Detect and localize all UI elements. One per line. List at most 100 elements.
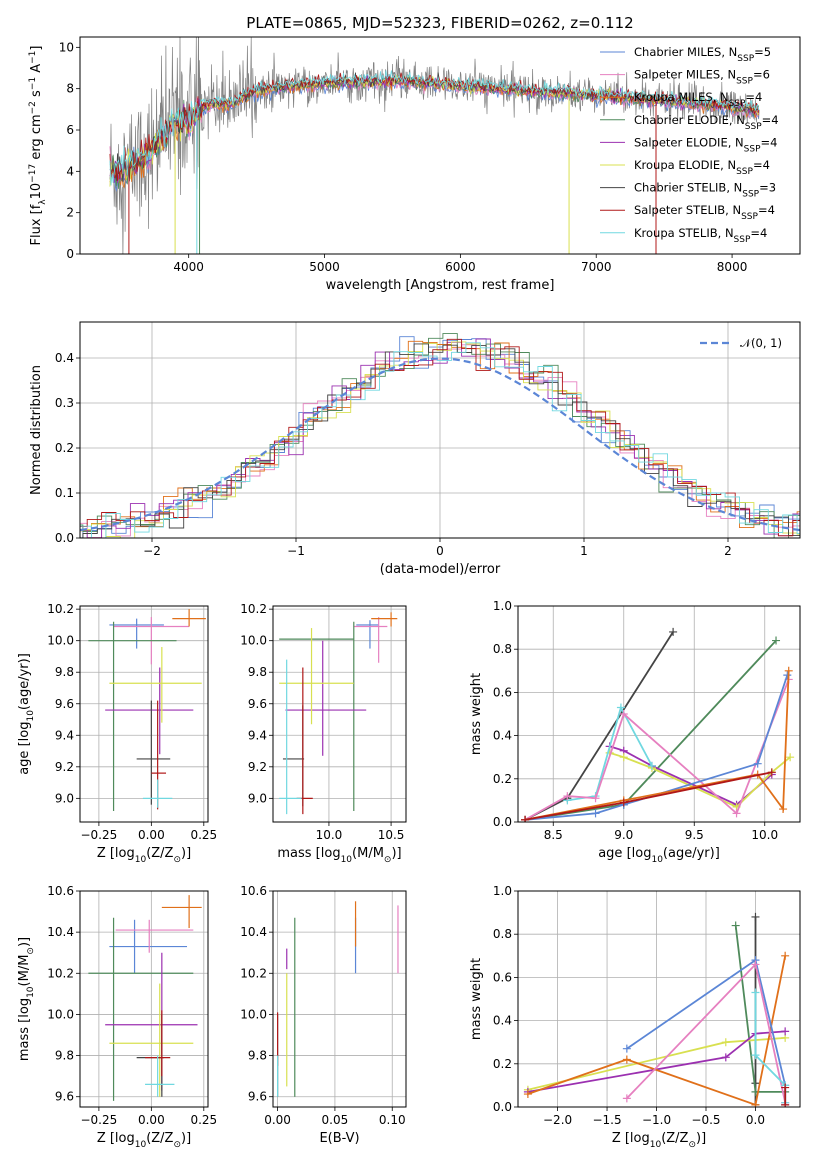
y-tick-label: 0.8 — [493, 927, 512, 941]
legend-entry: Kroupa ELODIE, NSSP=4 — [634, 158, 770, 177]
legend-entry: Kroupa MILES, NSSP=4 — [634, 90, 762, 109]
errorbars — [276, 901, 399, 1097]
weight-line — [524, 679, 790, 821]
x-tick-label: 4000 — [173, 260, 204, 274]
weight-point — [622, 1094, 631, 1103]
x-tick-label: −1.0 — [642, 1113, 671, 1127]
x-tick-label: 1 — [580, 544, 588, 558]
weight-point — [751, 912, 760, 921]
weight-point — [772, 636, 781, 645]
weight-line — [567, 705, 653, 802]
x-tick-label: 6000 — [445, 260, 476, 274]
x-tick-label: 0 — [436, 544, 444, 558]
x-tick-label: 5000 — [309, 260, 340, 274]
x-tick-label: 2 — [724, 544, 732, 558]
weight-point — [619, 798, 628, 807]
x-tick-label: 0.00 — [138, 828, 165, 842]
y-axis-label: Flux [fλ10−17 erg cm−2 s−1 A−1] — [28, 46, 48, 246]
y-tick-label: 9.6 — [248, 697, 267, 711]
panel-mass-ebv: 0.00 0.05 0.10 9.6 9.8 10.0 10.2 10.4 10.6 E(B-V) — [240, 884, 407, 1146]
y-axis-label: mass [log10(M/M⊙)] — [17, 937, 36, 1061]
panel-weight-z: −2.0 −1.5 −1.0 −0.5 0.0 0.0 0.2 0.4 0.6 0.8 1.0 Z [… — [469, 884, 801, 1150]
y-tick-label: 0.4 — [493, 1014, 512, 1028]
legend-entry: Kroupa STELIB, NSSP=4 — [634, 226, 767, 245]
y-tick-label: 0.0 — [55, 531, 74, 545]
weight-point — [591, 794, 600, 803]
weight-lines — [523, 912, 790, 1107]
y-tick-label: 10.0 — [47, 634, 74, 648]
x-tick-label: 7000 — [581, 260, 612, 274]
weight-point — [751, 988, 760, 997]
axes-frame — [517, 890, 801, 1108]
weight-point — [783, 671, 792, 680]
x-tick-label: 0.0 — [746, 1113, 765, 1127]
weight-point — [767, 768, 776, 777]
y-tick-label: 0.3 — [55, 396, 74, 410]
weight-point — [751, 960, 760, 969]
errorbars — [279, 612, 398, 815]
y-tick-label: 9.8 — [248, 665, 267, 679]
x-tick-label: 10.0 — [751, 828, 778, 842]
x-tick-label: 0.25 — [190, 1113, 217, 1127]
errorbars — [88, 609, 206, 811]
y-tick-label: 2 — [66, 206, 74, 220]
x-axis-label: Z [log10(Z/Z⊙)] — [612, 1131, 706, 1150]
y-tick-label: 0.6 — [493, 685, 512, 699]
y-tick-label: 9.8 — [55, 1049, 74, 1063]
residual-histogram — [80, 338, 800, 537]
axes-frame — [79, 890, 209, 1108]
residual-histogram — [80, 342, 800, 538]
weight-point — [669, 627, 678, 636]
x-axis-label: wavelength [Angstrom, rest frame] — [326, 278, 555, 293]
y-tick-label: 1.0 — [493, 884, 512, 898]
y-tick-label: 0.8 — [493, 642, 512, 656]
y-tick-label: 0.2 — [493, 772, 512, 786]
legend-entry: Salpeter MILES, NSSP=6 — [634, 68, 770, 87]
y-tick-label: 0 — [66, 247, 74, 261]
weight-point — [779, 805, 788, 814]
legend-entry: Chabrier MILES, NSSP=5 — [634, 45, 771, 64]
errorbars — [88, 895, 202, 1101]
y-tick-label: 9.4 — [248, 728, 267, 742]
x-tick-label: 9.0 — [614, 828, 633, 842]
weight-point — [619, 710, 628, 718]
y-tick-label: 10 — [59, 40, 74, 54]
panel-weight-age: 8.5 9.0 9.5 10.0 0.0 0.2 0.4 0.6 0.8 1.0 age [log1… — [469, 599, 801, 865]
residual-histogram — [80, 338, 800, 538]
legend-entry: Chabrier STELIB, NSSP=3 — [634, 181, 776, 200]
x-tick-label: 0.00 — [138, 1113, 165, 1127]
x-tick-label: 8000 — [717, 260, 748, 274]
weight-point — [622, 1055, 631, 1064]
weight-point — [781, 951, 790, 960]
x-tick-label: −0.25 — [80, 1113, 117, 1127]
y-tick-label: 6 — [66, 123, 74, 137]
y-tick-label: 10.2 — [47, 602, 74, 616]
y-tick-label: 0.0 — [493, 1100, 512, 1114]
y-tick-label: 9.0 — [55, 791, 74, 805]
weight-point — [619, 753, 628, 762]
y-tick-label: 9.2 — [248, 760, 267, 774]
gaussian-curve — [80, 357, 800, 532]
weight-point — [721, 1038, 730, 1047]
weight-point — [753, 759, 762, 768]
x-tick-label: 0.25 — [190, 828, 217, 842]
axes-frame — [272, 890, 407, 1108]
y-tick-label: 10.4 — [240, 925, 267, 939]
y-axis-label: age [log10(age/yr)] — [17, 653, 36, 775]
legend-entry: 𝒩(0, 1) — [740, 336, 782, 350]
legend-entry: Salpeter STELIB, NSSP=4 — [634, 203, 775, 222]
weight-point — [781, 1027, 790, 1036]
x-axis-label: mass [log10(M/M⊙)] — [277, 846, 401, 865]
y-tick-label: 9.0 — [248, 791, 267, 805]
y-tick-label: 10.0 — [240, 634, 267, 648]
model-spectrum — [109, 70, 760, 186]
model-spectrum — [109, 72, 760, 181]
y-tick-label: 9.6 — [248, 1090, 267, 1104]
x-tick-label: −2 — [143, 544, 161, 558]
weight-point — [781, 1083, 790, 1092]
y-tick-label: 1.0 — [493, 599, 512, 613]
x-axis-label: age [log10(age/yr)] — [598, 846, 720, 865]
y-tick-label: 10.2 — [240, 602, 267, 616]
histogram-steps — [80, 333, 800, 538]
